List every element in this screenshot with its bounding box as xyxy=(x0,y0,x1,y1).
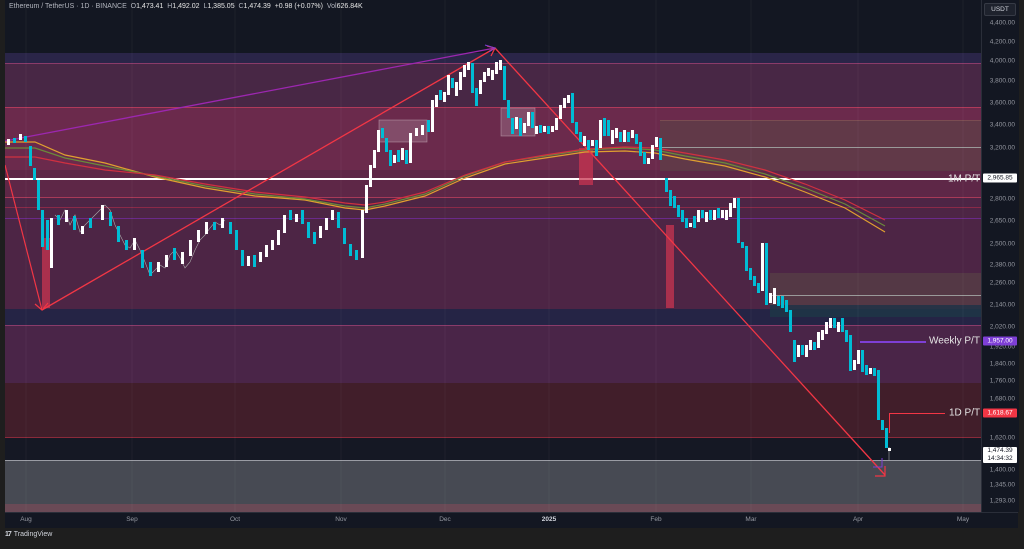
time-tick: Mar xyxy=(745,516,757,523)
zone-demand-red xyxy=(5,383,981,438)
chart-drawings xyxy=(5,0,964,512)
price-tick: 3,600.00 xyxy=(989,99,1015,107)
zone-top-blue xyxy=(5,53,981,64)
label-1m-pt: 1M P/T xyxy=(948,173,981,185)
currency-button[interactable]: USDT xyxy=(984,3,1016,16)
price-level-tag: 1,957.00 xyxy=(983,336,1017,346)
time-tick: Aug xyxy=(20,516,32,523)
price-tick: 1,345.00 xyxy=(989,481,1015,489)
price-tick: 2,800.00 xyxy=(989,195,1015,203)
price-tick: 1,760.00 xyxy=(989,377,1015,385)
time-tick: Feb xyxy=(650,516,662,523)
label-1d-pt: 1D P/T xyxy=(949,407,981,419)
price-tick: 2,260.00 xyxy=(989,279,1015,287)
chart-container[interactable]: 1M P/T Weekly P/T 1D P/T xyxy=(5,0,1019,528)
symbol-name: Ethereum / TetherUS · 1D · BINANCE xyxy=(9,3,127,10)
time-tick: 2025 xyxy=(541,516,557,523)
zone-bottom-red xyxy=(5,504,981,512)
level-line-1m xyxy=(5,178,980,180)
price-tick: 1,680.00 xyxy=(989,395,1015,403)
bar-countdown: 14:34:32 xyxy=(987,455,1013,462)
tradingview-logo-icon: 17 xyxy=(5,531,12,538)
time-tick: Sep xyxy=(126,516,138,523)
price-tick: 2,140.00 xyxy=(989,301,1015,309)
price-tick: 1,293.00 xyxy=(989,497,1015,505)
grey-line-upper xyxy=(660,147,981,148)
time-tick: Apr xyxy=(852,516,864,523)
red-line-range xyxy=(5,207,981,208)
zone-right-grey-2 xyxy=(770,273,981,305)
level-line-1d xyxy=(889,413,945,414)
close-value: 1,474.39 xyxy=(243,3,271,10)
price-tick: 1,400.00 xyxy=(989,466,1015,474)
label-weekly-pt: Weekly P/T xyxy=(929,335,980,347)
brand-name: TradingView xyxy=(13,531,53,538)
level-line-1d-vertical xyxy=(889,413,890,433)
volume-value: 626.84K xyxy=(336,3,363,10)
footer-brand[interactable]: 17 TradingView xyxy=(5,531,52,538)
low-value: 1,385.05 xyxy=(207,3,235,10)
price-tick: 1,840.00 xyxy=(989,360,1015,368)
time-tick: Nov xyxy=(335,516,347,523)
grey-line-lower xyxy=(770,295,981,296)
price-axis[interactable]: USDT 4,400.00 4,200.00 4,000.00 3,800.00 3,6… xyxy=(981,0,1019,512)
price-tick: 2,500.00 xyxy=(989,240,1015,248)
symbol-legend[interactable]: Ethereum / TetherUS · 1D · BINANCE O1,47… xyxy=(9,3,363,10)
time-tick: Oct xyxy=(229,516,241,523)
last-price: 1,474.39 xyxy=(987,447,1013,454)
high-value: 1,492.02 xyxy=(172,3,200,10)
price-tick: 2,650.00 xyxy=(989,217,1015,225)
chart-pane[interactable]: 1M P/T Weekly P/T 1D P/T xyxy=(5,0,981,512)
time-tick: May xyxy=(956,516,970,523)
purple-line-range xyxy=(5,218,981,219)
zone-right-grey-1 xyxy=(660,120,981,171)
zone-grey-target xyxy=(5,460,981,505)
open-value: 1,473.41 xyxy=(136,3,164,10)
price-level-tag: 1,618.67 xyxy=(983,408,1017,418)
price-tick: 3,400.00 xyxy=(989,121,1015,129)
level-line-weekly xyxy=(860,341,926,343)
price-tick: 2,020.00 xyxy=(989,323,1015,331)
price-tick: 3,200.00 xyxy=(989,144,1015,152)
price-tick: 1,920.00 xyxy=(989,343,1015,351)
price-tick: 4,200.00 xyxy=(989,38,1015,46)
zone-right-teal xyxy=(770,305,981,317)
change-value: +0.98 (+0.07%) xyxy=(274,3,323,10)
price-tick: 4,400.00 xyxy=(989,19,1015,27)
time-axis[interactable]: Aug Sep Oct Nov Dec 2025 Feb Mar Apr May xyxy=(5,512,1018,528)
last-price-tag: 1,474.39 14:34:32 xyxy=(983,447,1017,463)
price-tick: 3,800.00 xyxy=(989,77,1015,85)
zone-dark-gap xyxy=(5,438,981,460)
price-level-tag: 2,965.85 xyxy=(983,173,1017,183)
time-tick: Dec xyxy=(439,516,451,523)
price-tick: 1,620.00 xyxy=(989,434,1015,442)
price-tick: 2,380.00 xyxy=(989,261,1015,269)
price-tick: 4,000.00 xyxy=(989,57,1015,65)
